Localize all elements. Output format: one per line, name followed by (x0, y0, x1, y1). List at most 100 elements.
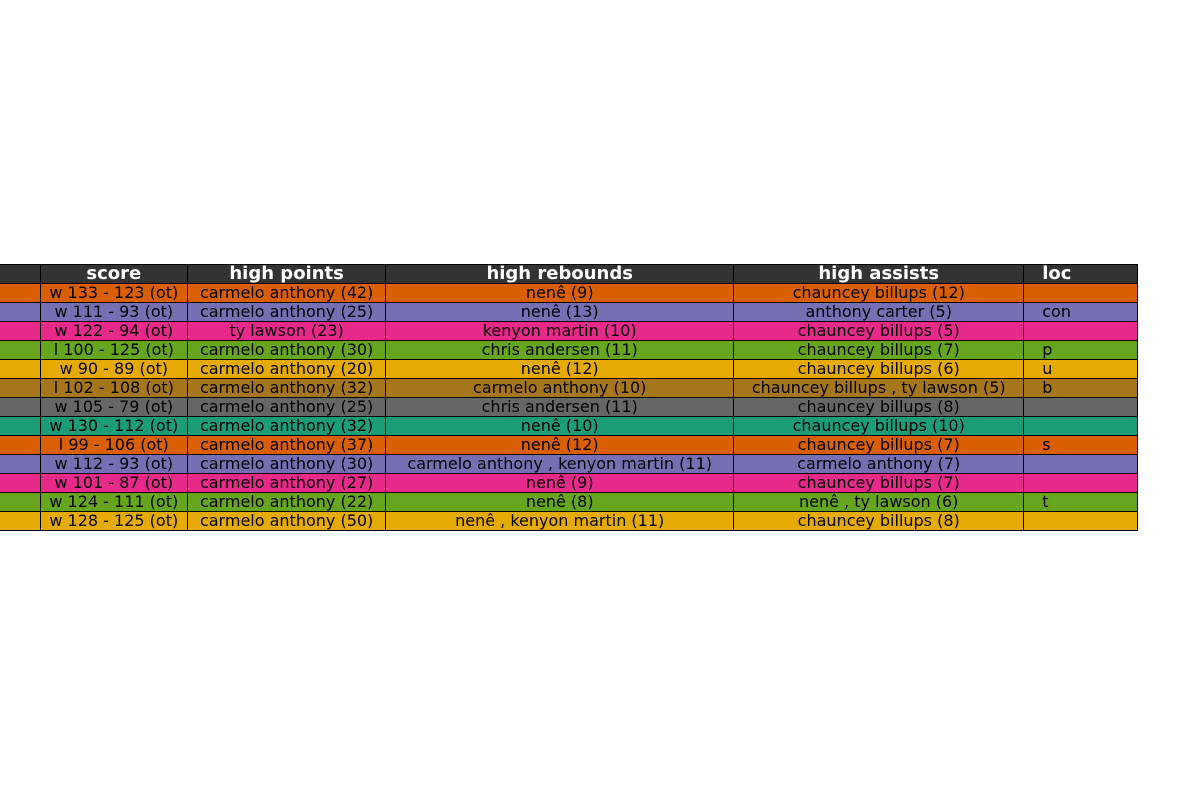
cell-location: con (1023, 302, 1138, 322)
cell-score: w 128 - 125 (ot) (39, 511, 189, 531)
cell-score: w 90 - 89 (ot) (39, 359, 189, 379)
cell-team: opers (0, 435, 41, 455)
game-log-table: am score high points high rebounds high … (0, 264, 1138, 531)
cell-high-assists: chauncey billups (5) (733, 321, 1025, 341)
cell-high-rebounds: nenê (9) (385, 473, 735, 493)
table-row: ullsw 112 - 93 (ot)carmelo anthony (30)c… (0, 454, 1138, 474)
table-row: wksl 100 - 125 (ot)carmelo anthony (30)c… (0, 340, 1138, 360)
cell-high-assists: chauncey billups , ty lawson (5) (733, 378, 1025, 398)
cell-score: w 101 - 87 (ot) (39, 473, 189, 493)
cell-high-assists: chauncey billups (12) (733, 283, 1025, 303)
cell-team: icks (0, 378, 41, 398)
cell-location (1023, 511, 1138, 531)
cell-high-rebounds: chris andersen (11) (385, 397, 735, 417)
cell-location: b (1023, 378, 1138, 398)
cell-team: ets (0, 321, 41, 341)
cell-high-rebounds: chris andersen (11) (385, 340, 735, 360)
cell-high-rebounds: carmelo anthony (10) (385, 378, 735, 398)
cell-high-rebounds: kenyon martin (10) (385, 321, 735, 341)
cell-high-rebounds: nenê (12) (385, 435, 735, 455)
cell-high-points: carmelo anthony (42) (187, 283, 387, 303)
cell-score: w 111 - 93 (ot) (39, 302, 189, 322)
cell-high-points: carmelo anthony (37) (187, 435, 387, 455)
cell-score: w 133 - 123 (ot) (39, 283, 189, 303)
table-row: otorsw 130 - 112 (ot)carmelo anthony (32… (0, 416, 1138, 436)
cell-location-text: t (1042, 492, 1049, 511)
cell-team: kers (0, 397, 41, 417)
header-score: score (39, 264, 189, 284)
header-row: am score high points high rebounds high … (0, 264, 1138, 284)
header-high-points: high points (187, 264, 387, 284)
cell-high-rebounds: nenê , kenyon martin (11) (385, 511, 735, 531)
cell-score: w 130 - 112 (ot) (39, 416, 189, 436)
table-row: icksw 128 - 125 (ot)carmelo anthony (50)… (0, 511, 1138, 531)
cell-score: w 112 - 93 (ot) (39, 454, 189, 474)
cell-high-points: carmelo anthony (27) (187, 473, 387, 493)
cell-team: rwolves (0, 492, 41, 512)
cell-location: s (1023, 435, 1138, 455)
table-row: zzliesw 133 - 123 (ot)carmelo anthony (4… (0, 283, 1138, 303)
cell-location (1023, 397, 1138, 417)
cell-location-text: b (1042, 378, 1053, 397)
table-row: etsw 122 - 94 (ot)ty lawson (23)kenyon m… (0, 321, 1138, 341)
cell-team: wks (0, 340, 41, 360)
cell-high-points: carmelo anthony (32) (187, 378, 387, 398)
cell-high-rebounds: nenê (10) (385, 416, 735, 436)
cell-location (1023, 416, 1138, 436)
cell-team: cers (0, 302, 41, 322)
cell-team: ulls (0, 359, 41, 379)
cell-high-points: carmelo anthony (22) (187, 492, 387, 512)
cell-score: l 102 - 108 (ot) (39, 378, 189, 398)
cell-high-assists: chauncey billups (6) (733, 359, 1025, 379)
cell-high-points: carmelo anthony (25) (187, 397, 387, 417)
cell-high-points: ty lawson (23) (187, 321, 387, 341)
cell-high-assists: anthony carter (5) (733, 302, 1025, 322)
cell-high-assists: chauncey billups (7) (733, 435, 1025, 455)
cell-location-text: s (1042, 435, 1051, 454)
cell-team: icks (0, 511, 41, 531)
header-high-rebounds: high rebounds (385, 264, 735, 284)
cell-high-assists: chauncey billups (7) (733, 473, 1025, 493)
header-high-assists: high assists (733, 264, 1025, 284)
cell-high-points: carmelo anthony (25) (187, 302, 387, 322)
cell-high-points: carmelo anthony (30) (187, 454, 387, 474)
cell-location (1023, 283, 1138, 303)
cell-score: l 99 - 106 (ot) (39, 435, 189, 455)
cell-location: p (1023, 340, 1138, 360)
cell-high-points: carmelo anthony (30) (187, 340, 387, 360)
cell-location (1023, 321, 1138, 341)
header-location: loc (1023, 264, 1138, 284)
table-row: cersw 111 - 93 (ot)carmelo anthony (25)n… (0, 302, 1138, 322)
cell-high-assists: carmelo anthony (7) (733, 454, 1025, 474)
cell-team: otors (0, 416, 41, 436)
table-row: icksl 102 - 108 (ot)carmelo anthony (32)… (0, 378, 1138, 398)
cell-high-points: carmelo anthony (20) (187, 359, 387, 379)
table-row: rwolvesw 124 - 111 (ot)carmelo anthony (… (0, 492, 1138, 512)
cell-high-rebounds: nenê (9) (385, 283, 735, 303)
cell-location (1023, 454, 1138, 474)
cell-team: ulls (0, 454, 41, 474)
cell-high-assists: chauncey billups (7) (733, 340, 1025, 360)
cell-score: w 105 - 79 (ot) (39, 397, 189, 417)
cell-high-assists: nenê , ty lawson (6) (733, 492, 1025, 512)
cell-high-assists: chauncey billups (8) (733, 511, 1025, 531)
cell-score: w 122 - 94 (ot) (39, 321, 189, 341)
cell-high-assists: chauncey billups (8) (733, 397, 1025, 417)
cell-high-rebounds: nenê (8) (385, 492, 735, 512)
cell-high-assists: chauncey billups (10) (733, 416, 1025, 436)
cell-location: t (1023, 492, 1138, 512)
table-row: opersl 99 - 106 (ot)carmelo anthony (37)… (0, 435, 1138, 455)
cell-location-text: p (1042, 340, 1053, 359)
cell-location-text: u (1042, 359, 1053, 378)
cell-high-rebounds: nenê (12) (385, 359, 735, 379)
cell-team: ets (0, 473, 41, 493)
table-row: kersw 105 - 79 (ot)carmelo anthony (25)c… (0, 397, 1138, 417)
table-row: etsw 101 - 87 (ot)carmelo anthony (27)ne… (0, 473, 1138, 493)
cell-high-rebounds: carmelo anthony , kenyon martin (11) (385, 454, 735, 474)
header-team: am (0, 264, 41, 284)
cell-location: u (1023, 359, 1138, 379)
cell-team: zzlies (0, 283, 41, 303)
table-row: ullsw 90 - 89 (ot)carmelo anthony (20)ne… (0, 359, 1138, 379)
cell-location (1023, 473, 1138, 493)
